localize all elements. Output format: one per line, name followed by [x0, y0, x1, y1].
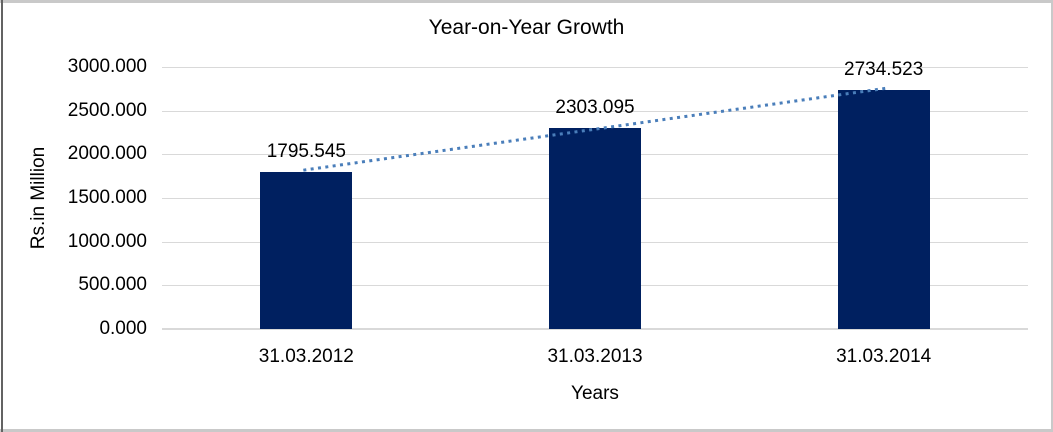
- x-axis-line: [162, 328, 1028, 330]
- bar-31.03.2012: [260, 172, 353, 329]
- gridline: [162, 110, 1028, 112]
- gridline: [162, 67, 1028, 68]
- y-tick-label: 2000.000: [67, 143, 147, 165]
- x-tick-label: 31.03.2014: [836, 346, 932, 367]
- y-tick-label: 3000.000: [67, 56, 147, 77]
- x-axis-title: Years: [571, 383, 619, 404]
- bar-31.03.2014: [837, 90, 930, 329]
- x-tick-label: 31.03.2012: [258, 346, 354, 367]
- x-tick-label: 31.03.2013: [547, 346, 643, 367]
- bar-value-label: 1795.545: [266, 141, 346, 163]
- bar-31.03.2013: [549, 127, 641, 329]
- frame-border-left: [1, 0, 3, 432]
- y-tick-label: 0.000: [99, 318, 147, 339]
- frame-border-top: [0, 0, 1053, 3]
- y-tick-label: 1000.000: [67, 230, 147, 252]
- bar-value-label: 2734.523: [844, 59, 924, 81]
- plot-area: 1795.545 2303.095 2734.523: [162, 59, 1028, 330]
- y-tick-label: 2500.000: [67, 99, 147, 121]
- chart-title: Year-on-Year Growth: [428, 16, 625, 39]
- frame-border-right: [1051, 0, 1053, 432]
- frame-border-bottom: [0, 429, 1053, 432]
- y-tick-label: 1500.000: [67, 187, 147, 208]
- trendline: [303, 86, 887, 172]
- bar-value-label: 2303.095: [555, 96, 635, 118]
- y-tick-label: 500.000: [78, 274, 147, 296]
